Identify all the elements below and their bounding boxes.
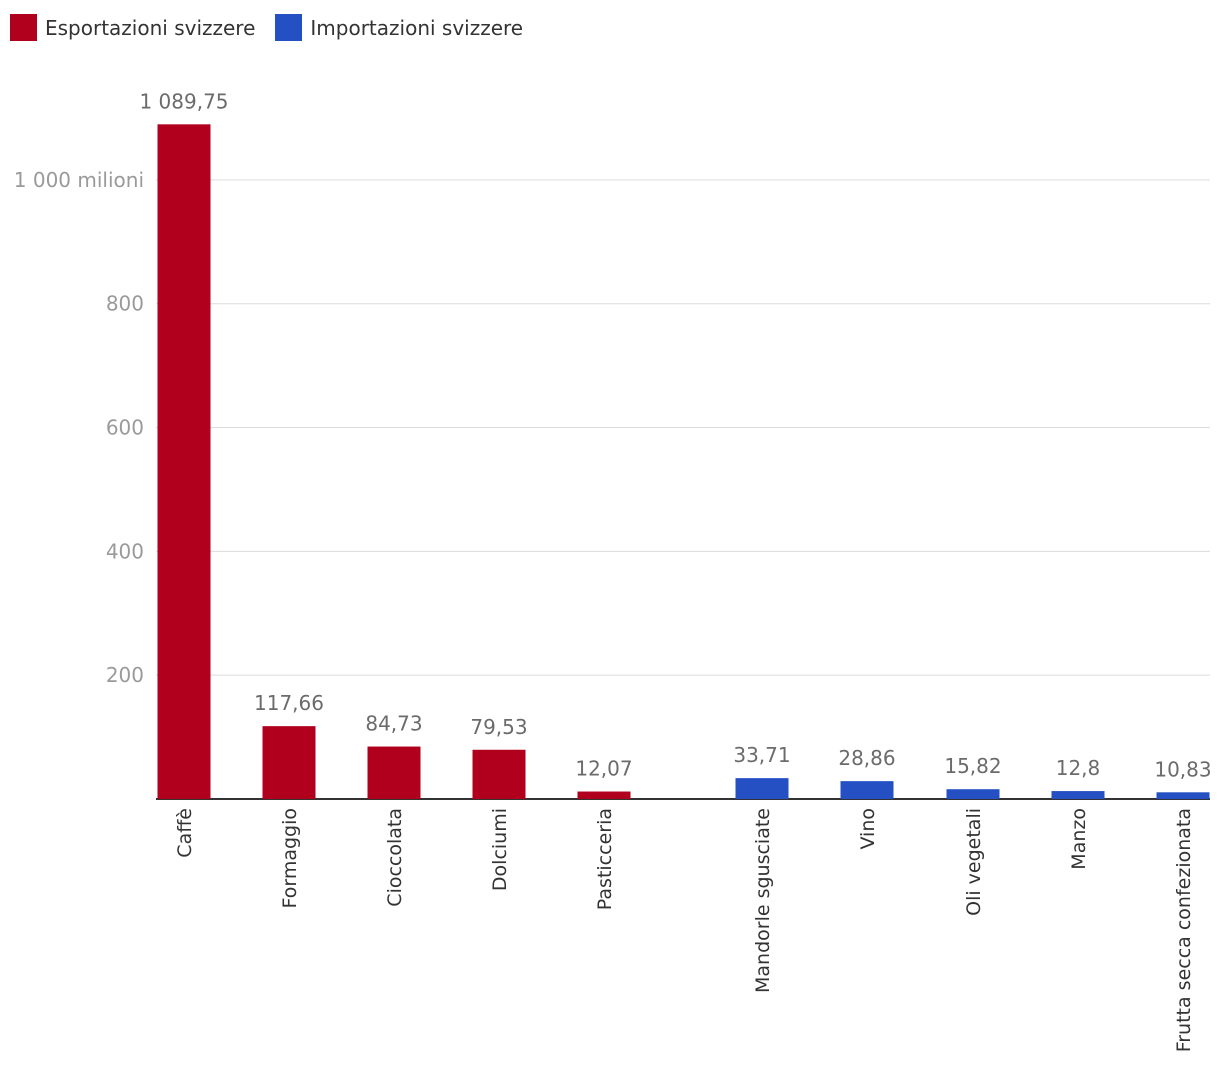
data-label: 10,83 [1154, 757, 1211, 781]
bar[interactable] [367, 746, 421, 799]
category-label: Formaggio [279, 808, 301, 909]
data-label: 1 089,75 [139, 89, 228, 113]
legend-item-exports[interactable]: Esportazioni svizzere [10, 14, 255, 41]
bar[interactable] [946, 789, 1000, 799]
y-tick-label: 600 [106, 416, 144, 440]
legend: Esportazioni svizzere Importazioni svizz… [10, 14, 523, 41]
data-label: 79,53 [470, 715, 527, 739]
data-label: 84,73 [365, 712, 422, 736]
bar[interactable] [262, 726, 316, 799]
category-label: Cioccolata [384, 808, 406, 907]
bar[interactable] [840, 781, 894, 799]
category-label: Dolciumi [489, 808, 511, 891]
y-tick-label: 800 [106, 292, 144, 316]
category-label: Oli vegetali [963, 808, 985, 916]
y-tick-label: 1 000 milioni [14, 168, 144, 192]
y-tick-label: 400 [106, 539, 144, 563]
bar[interactable] [1051, 791, 1105, 799]
category-label: Pasticceria [594, 808, 616, 910]
legend-item-imports[interactable]: Importazioni svizzere [275, 14, 523, 41]
data-label: 15,82 [944, 754, 1001, 778]
bar[interactable] [735, 778, 789, 799]
legend-swatch-imports [275, 14, 303, 41]
category-label: Vino [857, 808, 879, 850]
legend-label-exports: Esportazioni svizzere [45, 15, 256, 40]
bar[interactable] [157, 124, 211, 800]
legend-swatch-exports [10, 14, 37, 41]
bar[interactable] [1156, 792, 1210, 799]
data-label: 12,07 [575, 757, 632, 781]
category-label: Manzo [1068, 808, 1090, 870]
category-label: Frutta secca confezionata [1173, 808, 1195, 1052]
data-label: 12,8 [1056, 756, 1101, 780]
data-label: 33,71 [733, 743, 790, 767]
data-label: 28,86 [838, 746, 895, 770]
category-label: Mandorle sgusciate [752, 808, 774, 993]
labels-layer: 1 089,75 Caffè 117,66 Formaggio 84,73 Cioccol… [139, 89, 1211, 1052]
category-label: Caffè [174, 808, 196, 858]
y-tick-label: 200 [106, 663, 144, 687]
legend-label-imports: Importazioni svizzere [310, 15, 524, 40]
bar[interactable] [472, 749, 526, 799]
bars-layer [157, 124, 1210, 800]
bar[interactable] [577, 791, 631, 799]
data-label: 117,66 [254, 691, 324, 715]
grid-layer: 200 400 600 800 1 000 milioni [14, 168, 1210, 800]
